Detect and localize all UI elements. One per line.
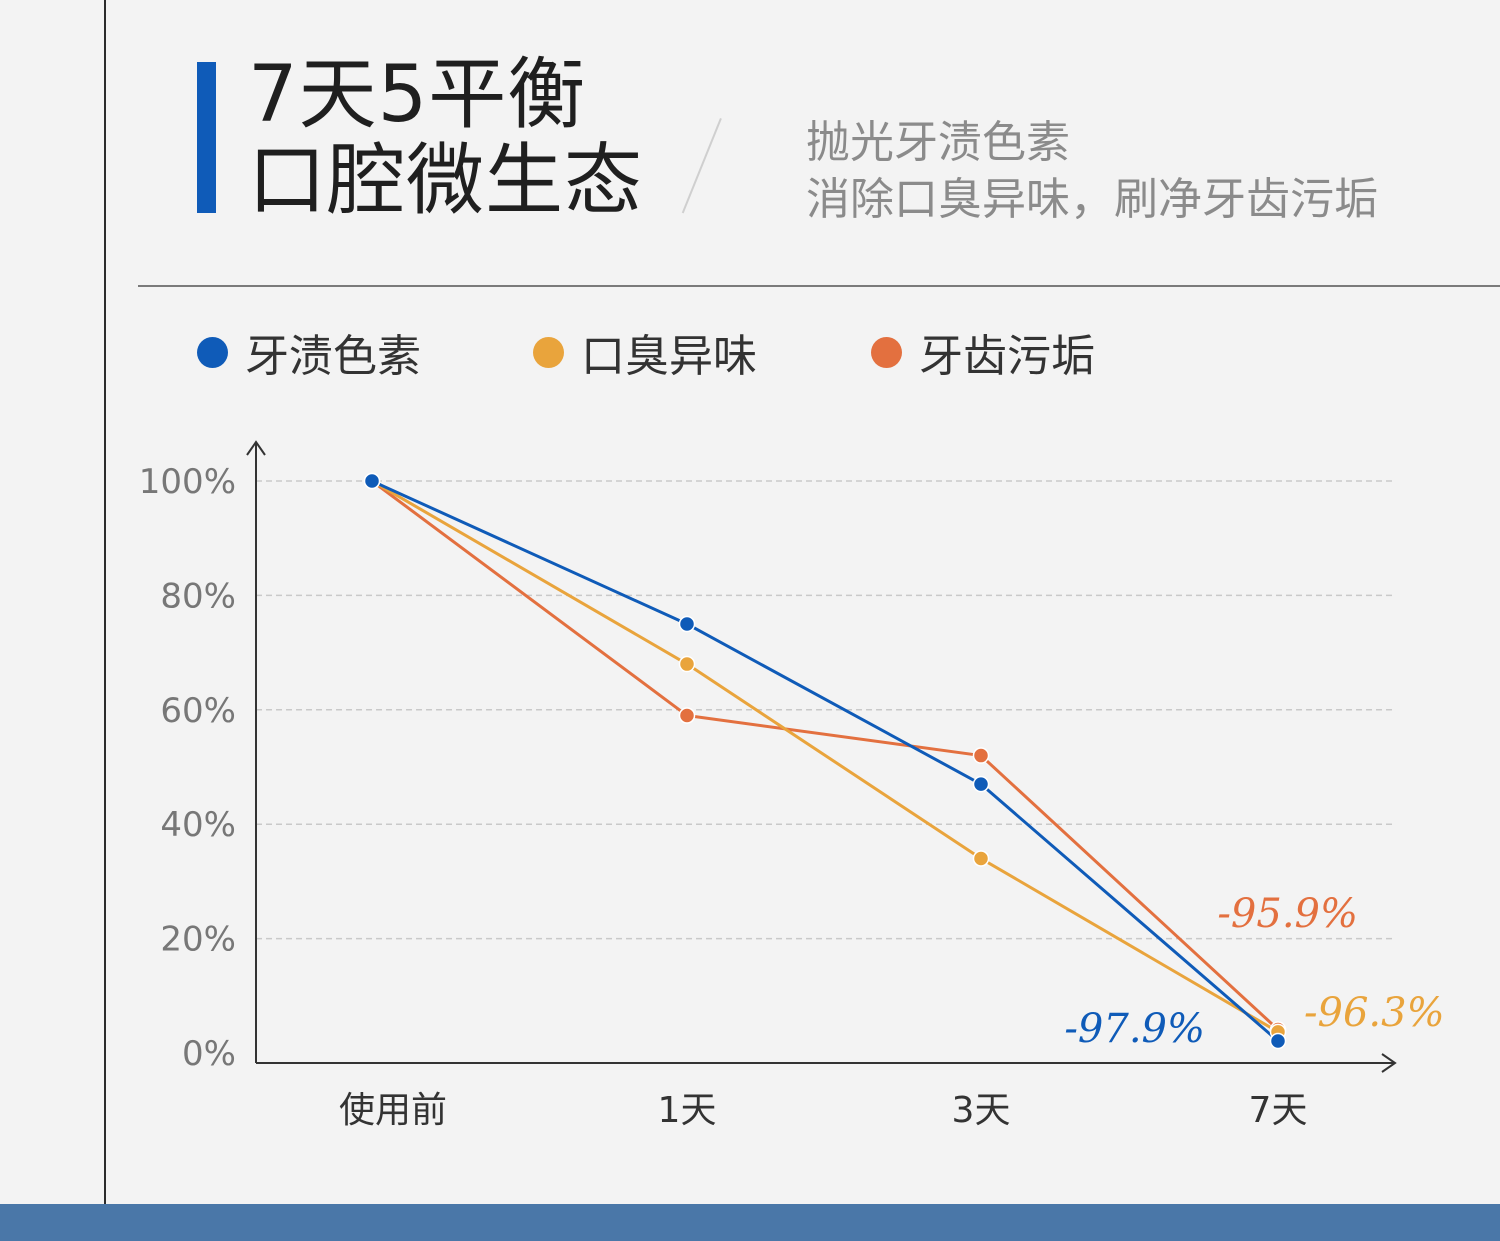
legend-label-stains: 牙渍色素 xyxy=(245,331,421,382)
y-tick-label: 20% xyxy=(160,920,236,960)
series-line xyxy=(371,479,1279,1043)
legend-label-odor: 口臭异味 xyxy=(581,331,757,382)
y-tick-label: 60% xyxy=(160,691,236,731)
bottom-bar xyxy=(0,1204,1500,1241)
legend-item-plaque: 牙齿污垢 xyxy=(871,322,1095,382)
legend-label-plaque: 牙齿污垢 xyxy=(919,331,1095,382)
y-axis-arrow xyxy=(246,440,266,456)
header-divider xyxy=(138,285,1500,287)
x-tick-label: 使用前 xyxy=(339,1090,447,1131)
subtitle-line-2: 消除口臭异味，刷净牙齿污垢 xyxy=(806,174,1378,225)
data-label: -97.9% xyxy=(1064,1006,1205,1052)
data-point xyxy=(678,615,696,633)
data-point xyxy=(1269,1032,1287,1050)
series-line xyxy=(371,479,1280,1031)
x-tick-label: 1天 xyxy=(658,1090,717,1131)
data-label: -95.9% xyxy=(1217,891,1358,937)
line-chart: 0% 20% 40% 60% 80% 100% 使用前 1天 3天 7天 -97.9% -96.3% -… xyxy=(139,440,1445,1131)
data-point xyxy=(972,747,990,764)
title-accent-bar xyxy=(197,62,216,213)
y-tick-label: 80% xyxy=(160,576,236,616)
legend-item-odor: 口臭异味 xyxy=(533,322,757,382)
left-border-line xyxy=(104,0,106,1204)
data-point xyxy=(972,850,990,867)
data-point xyxy=(972,775,990,793)
x-tick-label: 7天 xyxy=(1249,1090,1308,1131)
x-axis-arrow xyxy=(1381,1053,1397,1073)
series-line xyxy=(371,479,1279,1034)
chart-legend: 牙渍色素 口臭异味 牙齿污垢 xyxy=(0,322,1500,382)
subtitle-line-1: 抛光牙渍色素 xyxy=(806,117,1070,168)
data-point xyxy=(678,707,696,724)
page-title: 7天5平衡 口腔微生态 xyxy=(248,52,643,224)
legend-dot-stains xyxy=(197,336,228,368)
data-point xyxy=(678,655,696,673)
legend-item-stains: 牙渍色素 xyxy=(197,322,421,382)
data-point xyxy=(363,472,381,490)
legend-dot-plaque xyxy=(871,336,902,368)
y-tick-label: 100% xyxy=(139,462,236,502)
title-line-1: 7天5平衡 xyxy=(248,50,587,140)
y-tick-label: 0% xyxy=(182,1034,236,1074)
title-line-2: 口腔微生态 xyxy=(248,136,644,226)
y-tick-label: 40% xyxy=(160,805,236,845)
x-tick-label: 3天 xyxy=(952,1090,1011,1131)
legend-dot-odor xyxy=(533,336,564,368)
page-subtitle: 抛光牙渍色素 消除口臭异味，刷净牙齿污垢 xyxy=(806,114,1378,228)
data-label: -96.3% xyxy=(1304,990,1445,1036)
